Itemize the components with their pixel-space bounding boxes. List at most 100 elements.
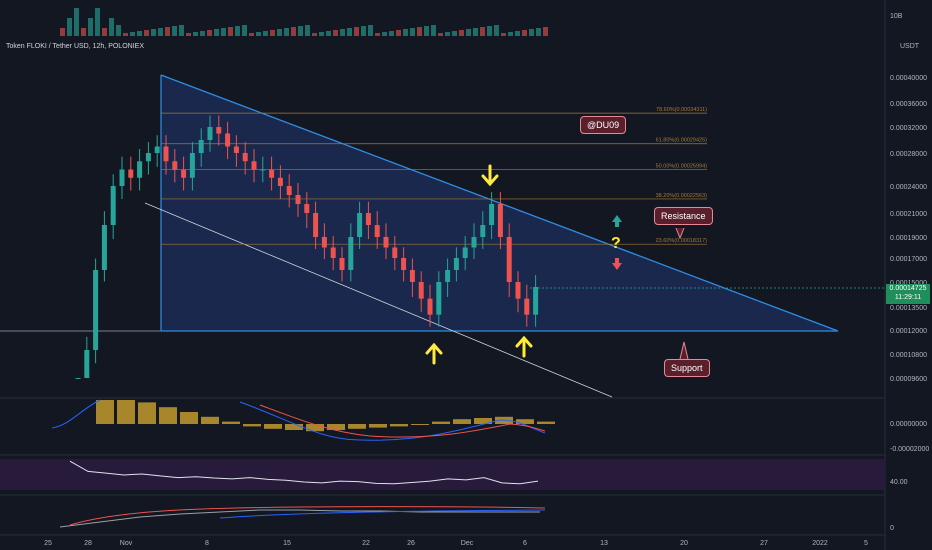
support-pointer (679, 341, 689, 360)
price-tick-label: 0.00017000 (890, 256, 927, 263)
x-tick-label: Nov (120, 540, 133, 547)
current-price-tag: 0.00014725 11:29:11 (886, 284, 930, 304)
candle-body (515, 282, 521, 299)
macd-histogram-bar (180, 412, 198, 424)
candle-body (181, 169, 187, 178)
volume-bar (501, 33, 506, 36)
macd-histogram-bar (306, 424, 324, 432)
volume-bar (186, 33, 191, 36)
candle-body (251, 161, 257, 170)
price-tick-label: 0.00028000 (890, 151, 927, 158)
volume-bar (207, 30, 212, 36)
volume-bar (116, 25, 121, 36)
author-callout: @DU09 (580, 116, 627, 134)
x-tick-label: 22 (362, 540, 370, 547)
candle-body (374, 225, 380, 237)
x-tick-label: Dec (461, 540, 474, 547)
macd-histogram-bar (159, 407, 177, 424)
volume-bar (172, 26, 177, 36)
volume-bar (263, 31, 268, 36)
x-tick-label: 8 (205, 540, 209, 547)
volume-bar (396, 30, 401, 36)
candle-body (330, 247, 336, 258)
x-tick-label: 2022 (812, 540, 828, 547)
candle-body (365, 213, 371, 225)
candle-body (119, 169, 125, 186)
volume-bar (305, 25, 310, 36)
volume-bar (333, 30, 338, 36)
candle-body (172, 161, 178, 170)
candle-body (110, 186, 116, 225)
volume-bar (403, 29, 408, 36)
volume-bar (109, 18, 114, 36)
rsi-line (69, 460, 539, 485)
volume-bar (382, 32, 387, 36)
x-tick-label: 26 (407, 540, 415, 547)
volume-bar (424, 26, 429, 36)
macd-histogram-bar (432, 421, 450, 424)
candle-body (286, 186, 292, 195)
support-callout: Support (664, 359, 710, 377)
candle-body (198, 140, 204, 153)
question-mark: ? (611, 235, 621, 252)
rsi-axis-label: 40.00 (890, 479, 908, 486)
volume-bar (522, 30, 527, 36)
price-tick-label: 0.00013500 (890, 305, 927, 312)
up-arrow (515, 335, 533, 358)
volume-bar (466, 29, 471, 36)
macd-axis-label: -0.00002000 (890, 446, 929, 453)
volume-bar (284, 28, 289, 36)
volume-bar (270, 30, 275, 36)
volume-bar (368, 25, 373, 36)
volume-bar (144, 30, 149, 36)
candle-body (489, 204, 495, 225)
macd-histogram-bar (516, 419, 534, 424)
volume-bar (249, 33, 254, 36)
candle-body (401, 258, 407, 270)
volume-bar (242, 25, 247, 36)
candle-body (321, 237, 327, 248)
volume-bar (193, 32, 198, 36)
x-tick-label: 5 (864, 540, 868, 547)
volume-bar (179, 25, 184, 36)
volume-bar (95, 8, 100, 36)
price-tick-label: 0.00019000 (890, 235, 927, 242)
candle-body (348, 237, 354, 270)
volume-bar (137, 31, 142, 36)
candle-body (260, 169, 266, 171)
candle-body (383, 237, 389, 248)
volume-bar (277, 29, 282, 36)
macd-histogram-bar (96, 400, 114, 424)
volume-bar (508, 32, 513, 36)
volume-bar (291, 27, 296, 36)
volume-bar (88, 18, 93, 36)
macd-histogram-bar (537, 421, 555, 424)
x-tick-label: 13 (600, 540, 608, 547)
parallel-channel-line (144, 202, 613, 398)
candle-body (216, 127, 222, 134)
candle-body (357, 213, 363, 237)
volume-bar (487, 26, 492, 36)
volume-bar (543, 27, 548, 36)
volume-bar (123, 33, 128, 36)
candle-body (418, 282, 424, 299)
candle-body (304, 204, 310, 213)
volume-bar (347, 28, 352, 36)
candle-body (471, 237, 477, 248)
volume-bar (165, 27, 170, 36)
volume-bar (130, 32, 135, 36)
volume-bar (340, 29, 345, 36)
candle-body (225, 133, 231, 147)
candle-body (154, 146, 160, 153)
signal-line (259, 404, 546, 438)
candle-body (163, 146, 169, 162)
volume-bar (389, 31, 394, 36)
volume-bar (67, 18, 72, 36)
x-tick-label: 28 (84, 540, 92, 547)
volume-bar (214, 29, 219, 36)
countdown-timer: 11:29:11 (894, 294, 922, 301)
candle-body (189, 153, 195, 178)
candle-body (392, 247, 398, 258)
macd-histogram-bar (453, 419, 471, 424)
volume-bar (480, 27, 485, 36)
